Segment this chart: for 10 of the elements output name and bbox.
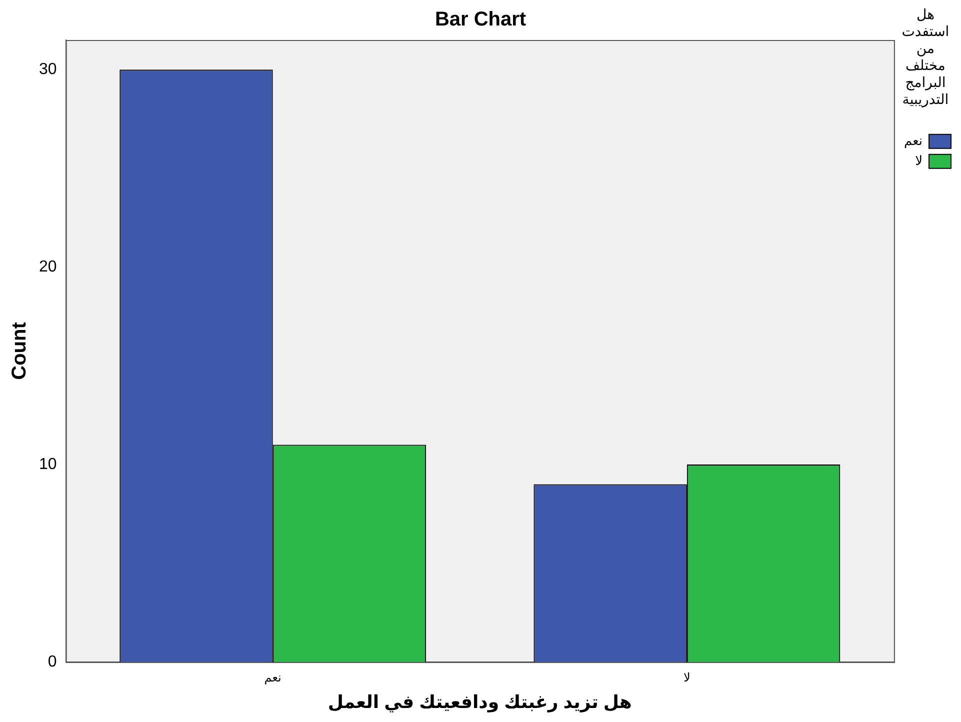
- x-axis-title: هل تزيد رغبتك ودافعيتك في العمل: [328, 692, 632, 714]
- legend-label: لا: [915, 152, 922, 168]
- legend-title: هل استفدت من مختلف البرامج التدريبية: [902, 6, 950, 108]
- y-tick-label: 20: [39, 258, 57, 276]
- y-axis-title: Count: [8, 322, 31, 380]
- y-tick-label: 0: [48, 653, 57, 670]
- legend-label: نعم: [904, 132, 922, 149]
- y-tick-label: 30: [39, 61, 57, 78]
- y-tick-label: 10: [39, 456, 57, 473]
- chart-title: Bar Chart: [434, 8, 526, 31]
